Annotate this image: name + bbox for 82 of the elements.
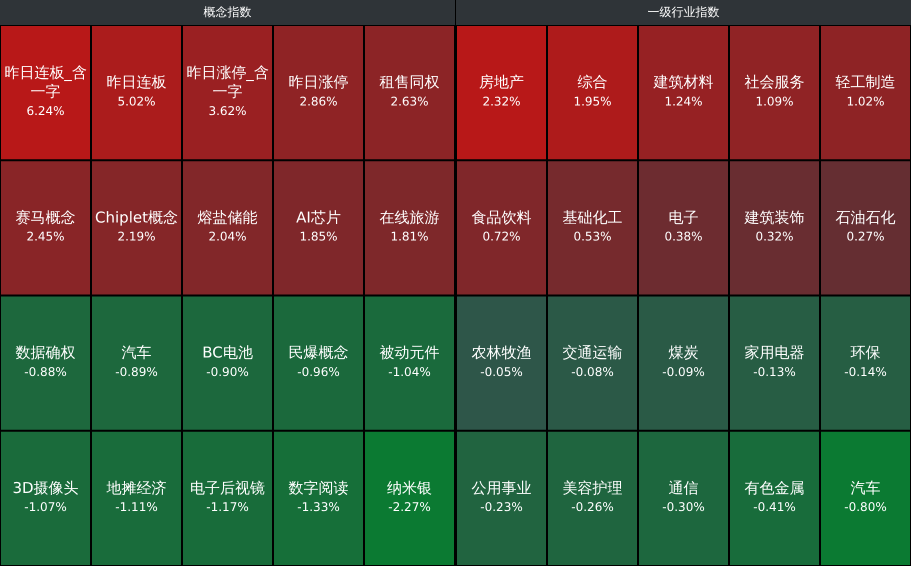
- category-label: 农林牧渔: [472, 344, 532, 362]
- data-label: 2.63%: [390, 94, 429, 108]
- category-label: 食品饮料: [472, 208, 532, 226]
- data-label: 5.02%: [117, 94, 156, 108]
- category-label: 基础化工: [562, 208, 622, 226]
- category-label: 3D摄像头: [12, 478, 79, 497]
- data-label: 1.09%: [755, 94, 794, 108]
- data-label: -0.09%: [662, 364, 705, 379]
- data-label: -0.80%: [844, 500, 887, 514]
- data-label: -0.89%: [115, 364, 158, 379]
- data-label: -1.07%: [24, 500, 67, 514]
- data-label: 6.24%: [26, 104, 65, 118]
- data-label: -1.33%: [297, 500, 340, 514]
- category-label: 建筑材料: [652, 73, 714, 92]
- category-label: 昨日涨停_含一字: [186, 64, 269, 101]
- data-label: -0.41%: [753, 500, 796, 514]
- data-label: -0.14%: [844, 364, 887, 379]
- category-label: 租售同权: [380, 73, 440, 92]
- data-label: -0.96%: [297, 364, 340, 379]
- category-label: 石油石化: [836, 208, 896, 226]
- category-label: 交通运输: [562, 344, 622, 362]
- data-label: 0.27%: [846, 230, 885, 244]
- data-label: 2.32%: [482, 94, 521, 108]
- category-label: 房地产: [479, 73, 524, 92]
- category-label: 有色金属: [744, 478, 804, 497]
- category-label: 赛马概念: [16, 208, 76, 226]
- category-label: 社会服务: [744, 73, 804, 92]
- category-label: 公用事业: [472, 478, 532, 497]
- category-label: 美容护理: [562, 478, 622, 497]
- category-label: 昨日涨停: [288, 73, 348, 92]
- category-label: Chiplet概念: [95, 208, 178, 226]
- category-label: 昨日连板: [106, 73, 166, 92]
- data-label: -0.08%: [571, 364, 614, 379]
- data-label: 0.32%: [755, 230, 794, 244]
- category-label: 通信: [668, 478, 698, 497]
- data-label: 2.86%: [299, 94, 338, 108]
- data-label: 2.45%: [26, 230, 65, 244]
- category-label: 汽车: [122, 344, 152, 362]
- data-label: 3.62%: [208, 104, 247, 118]
- data-label: -2.27%: [388, 500, 431, 514]
- data-label: 0.72%: [482, 230, 521, 244]
- data-label: 0.53%: [573, 230, 612, 244]
- category-label: 昨日连板_含一字: [4, 64, 87, 101]
- data-label: 0.38%: [664, 230, 703, 244]
- data-label: -1.11%: [115, 500, 158, 514]
- data-label: 1.85%: [299, 230, 338, 244]
- data-label: -0.23%: [480, 500, 523, 514]
- category-label: 数据确权: [16, 344, 76, 362]
- data-label: -0.26%: [571, 500, 614, 514]
- category-label: 综合: [578, 73, 608, 92]
- text: 概念指数: [0, 0, 455, 25]
- category-label: 在线旅游: [380, 208, 440, 226]
- data-label: 1.02%: [846, 94, 885, 108]
- data-label: 1.95%: [573, 94, 612, 108]
- category-label: 环保: [850, 344, 880, 362]
- data-label: 1.24%: [664, 94, 703, 108]
- data-label: -0.05%: [480, 364, 523, 379]
- category-label: 熔盐储能: [198, 208, 258, 226]
- category-label: 汽车: [850, 478, 880, 497]
- category-label: 电子: [668, 208, 698, 226]
- category-label: AI芯片: [296, 208, 341, 226]
- data-label: -1.04%: [388, 364, 431, 379]
- category-label: 被动元件: [380, 344, 440, 362]
- data-label: -0.30%: [662, 500, 705, 514]
- category-label: 数字阅读: [288, 478, 348, 497]
- data-label: 2.04%: [208, 230, 247, 244]
- data-label: -0.90%: [206, 364, 249, 379]
- category-label: 地摊经济: [106, 478, 166, 497]
- data-label: -0.88%: [24, 364, 67, 379]
- data-label: -0.13%: [753, 364, 796, 379]
- category-label: BC电池: [202, 344, 253, 362]
- category-label: 民爆概念: [288, 344, 348, 362]
- category-label: 家用电器: [744, 344, 804, 362]
- text: 一级行业指数: [456, 0, 911, 25]
- category-label: 建筑装饰: [744, 208, 804, 226]
- data-label: 2.19%: [117, 230, 156, 244]
- category-label: 纳米银: [387, 478, 432, 497]
- category-label: 电子后视镜: [190, 478, 265, 497]
- data-label: 1.81%: [390, 230, 429, 244]
- category-label: 煤炭: [668, 344, 698, 362]
- category-label: 轻工制造: [836, 73, 896, 92]
- data-label: -1.17%: [206, 500, 249, 514]
